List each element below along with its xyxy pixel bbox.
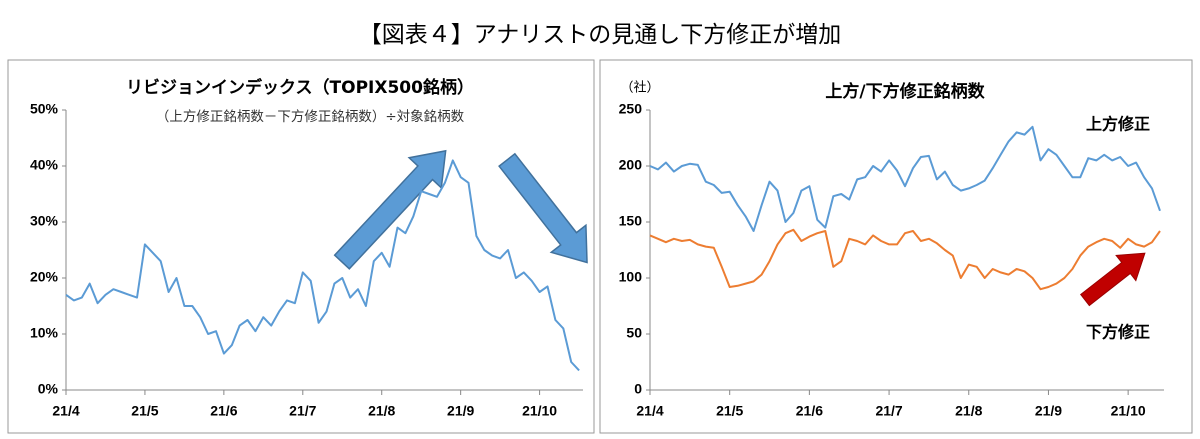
y-axis-label: （社）: [620, 80, 659, 96]
y-tick-label: 0%: [38, 381, 59, 397]
y-tick-label: 30%: [30, 213, 59, 229]
page-title: 【図表４】アナリストの見通し下方修正が増加: [359, 22, 842, 48]
series-label: 下方修正: [1086, 323, 1150, 342]
series-label: 上方修正: [1086, 115, 1150, 134]
chart-title: 上方/下方修正銘柄数: [825, 81, 985, 102]
x-tick-label: 21/5: [716, 403, 743, 419]
x-tick-label: 21/6: [210, 403, 237, 419]
y-tick-label: 200: [619, 157, 643, 173]
y-tick-label: 10%: [30, 325, 59, 341]
y-tick-label: 40%: [30, 157, 59, 173]
x-tick-label: 21/7: [875, 403, 902, 419]
x-tick-label: 21/10: [522, 403, 557, 419]
y-tick-label: 20%: [30, 269, 59, 285]
series-line: [65, 159, 580, 372]
left-panel: [7, 59, 595, 434]
x-tick-label: 21/6: [796, 403, 823, 419]
right-panel: [599, 59, 1193, 434]
chart-title: リビジョンインデックス（TOPIX500銘柄）: [126, 77, 474, 98]
y-tick-label: 0: [634, 381, 642, 397]
y-tick-label: 50: [626, 325, 642, 341]
series-line: [649, 228, 1161, 291]
x-tick-label: 21/8: [368, 403, 395, 419]
red-arrow: [1079, 252, 1146, 307]
chart-subtitle: （上方修正銘柄数－下方修正銘柄数）÷対象銘柄数: [156, 109, 465, 125]
x-tick-label: 21/9: [447, 403, 474, 419]
y-tick-label: 150: [619, 213, 643, 229]
down-arrow: [498, 152, 588, 264]
x-tick-label: 21/7: [289, 403, 316, 419]
y-tick-label: 50%: [30, 101, 59, 117]
x-tick-label: 21/5: [131, 403, 158, 419]
x-tick-label: 21/9: [1035, 403, 1062, 419]
x-tick-label: 21/10: [1111, 403, 1146, 419]
y-tick-label: 100: [619, 269, 643, 285]
y-tick-label: 250: [619, 101, 643, 117]
x-tick-label: 21/8: [955, 403, 982, 419]
x-tick-label: 21/4: [636, 403, 663, 419]
up-arrow: [333, 149, 447, 270]
series-line: [649, 125, 1161, 232]
x-tick-label: 21/4: [52, 403, 79, 419]
